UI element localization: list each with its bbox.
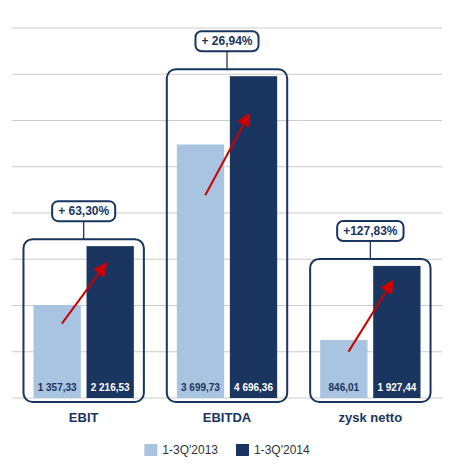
change-arrow bbox=[62, 264, 106, 323]
arrows bbox=[62, 115, 392, 352]
annotation: + 63,30% bbox=[58, 204, 109, 218]
annotation-frame bbox=[337, 221, 403, 241]
change-arrow bbox=[205, 115, 249, 195]
bar bbox=[34, 305, 81, 398]
x-axis: EBIT EBITDA zysk netto bbox=[69, 410, 402, 425]
bar bbox=[230, 76, 277, 398]
grid-line bbox=[12, 28, 442, 29]
annotation: + 26,94% bbox=[201, 34, 252, 48]
change-arrow bbox=[349, 282, 393, 352]
connector bbox=[226, 51, 227, 69]
legend-swatch bbox=[236, 444, 249, 456]
annotation-box: + 26,94% bbox=[195, 31, 258, 51]
data-label: 3 699,73 bbox=[181, 382, 220, 393]
group-frame bbox=[167, 69, 287, 402]
annotation-box: +127,83% bbox=[337, 221, 403, 241]
bar bbox=[373, 266, 420, 398]
group-frame bbox=[310, 259, 430, 402]
annotation: +127,83% bbox=[343, 224, 398, 238]
x-tick-label: zysk netto bbox=[339, 410, 403, 425]
legend-item: 1-3Q'2013 bbox=[144, 443, 218, 457]
data-label: 1 357,33 bbox=[38, 382, 77, 393]
bar bbox=[320, 340, 367, 398]
grid bbox=[12, 28, 442, 398]
legend: 1-3Q'2013 1-3Q'2014 bbox=[144, 443, 310, 457]
group-frame bbox=[23, 239, 143, 402]
x-tick-label: EBITDA bbox=[203, 410, 252, 425]
data-label: 1 927,44 bbox=[377, 382, 416, 393]
grid-line bbox=[12, 166, 442, 167]
annotation-frame bbox=[52, 201, 115, 221]
legend-label: 1-3Q'2013 bbox=[162, 443, 218, 457]
annotation-box: + 63,30% bbox=[52, 201, 115, 221]
data-label: 4 696,36 bbox=[234, 382, 273, 393]
bar bbox=[177, 144, 224, 398]
bar bbox=[87, 246, 134, 398]
x-tick-label: EBIT bbox=[69, 410, 99, 425]
grid-line bbox=[12, 120, 442, 121]
data-label: 846,01 bbox=[329, 382, 360, 393]
legend-item: 1-3Q'2014 bbox=[236, 443, 310, 457]
annotation-frame bbox=[195, 31, 258, 51]
data-label: 2 216,53 bbox=[91, 382, 130, 393]
bars bbox=[34, 76, 421, 398]
connector bbox=[83, 221, 84, 239]
grid-line bbox=[12, 74, 442, 75]
connector bbox=[370, 241, 371, 259]
group-frames: + 63,30% + 26,94% +127,83% bbox=[23, 31, 430, 402]
legend-label: 1-3Q'2014 bbox=[254, 443, 310, 457]
chart: + 63,30% + 26,94% +127,83% 1 357,33 3 699,73… bbox=[0, 0, 454, 476]
legend-swatch bbox=[144, 444, 157, 456]
data-labels: 1 357,33 3 699,73 846,01 2 216,53 4 696,36 1 … bbox=[38, 382, 417, 393]
